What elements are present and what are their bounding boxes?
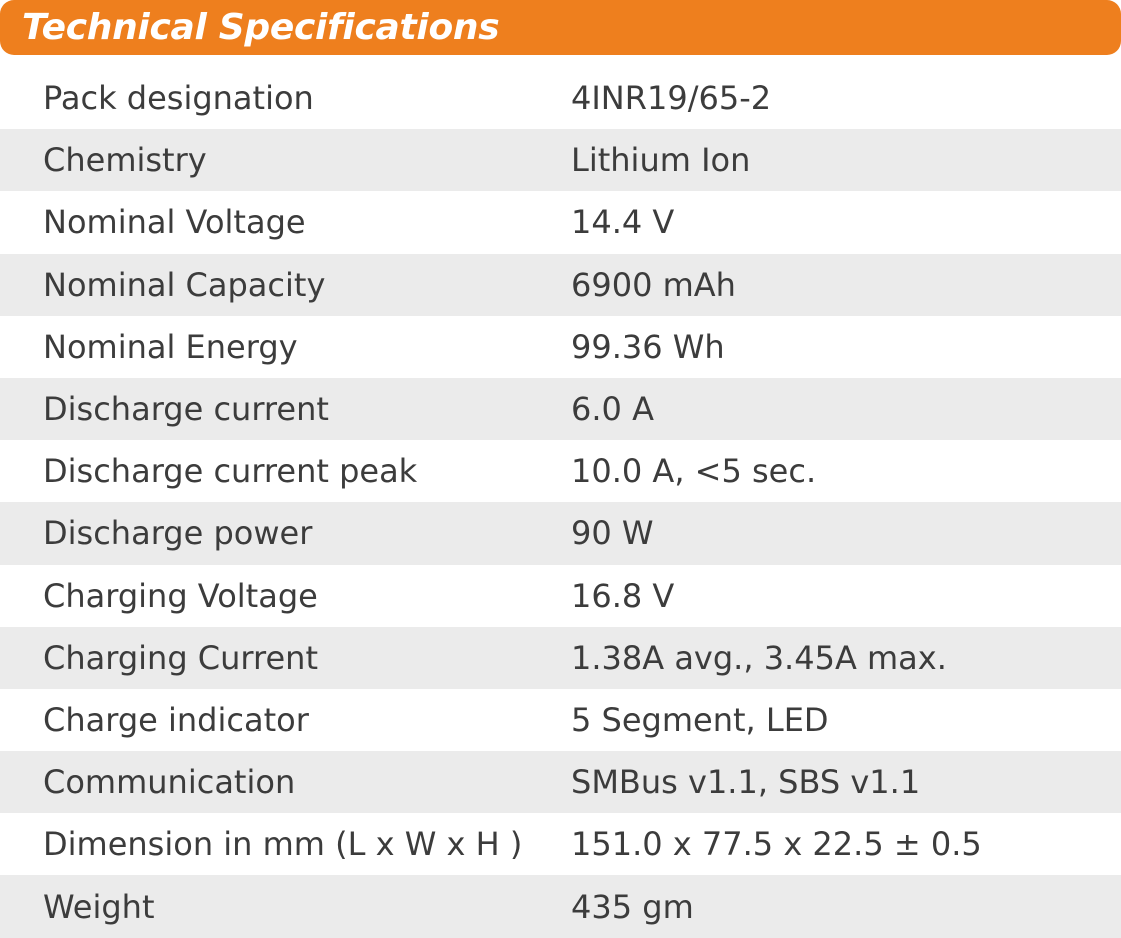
spec-value: 99.36 Wh	[571, 327, 725, 366]
spec-label: Discharge power	[0, 502, 563, 565]
spec-label: Charging Voltage	[43, 576, 318, 615]
spec-label: Nominal Capacity	[0, 253, 563, 316]
table-row: Communication SMBus v1.1, SBS v1.1	[0, 751, 1121, 814]
spec-value: 6.0 A	[563, 377, 1121, 441]
table-row: Discharge power 90 W	[0, 502, 1121, 565]
spec-value: 5 Segment, LED	[571, 700, 829, 739]
spec-value: 90 W	[563, 502, 1121, 565]
spec-label: Nominal Voltage	[43, 203, 306, 242]
table-row: Weight 435 gm	[0, 875, 1121, 938]
table-row: Dimension in mm (L x W x H ) 151.0 x 77.…	[0, 813, 1121, 875]
table-row: Pack designation 4INR19/65-2	[0, 67, 1121, 129]
spec-value: SMBus v1.1, SBS v1.1	[563, 751, 1121, 814]
spec-label: Nominal Energy	[43, 327, 298, 366]
table-row: Nominal Energy 99.36 Wh	[0, 316, 1121, 378]
spec-label: Chemistry	[0, 129, 563, 192]
spec-value: 1.38A avg., 3.45A max.	[563, 626, 1121, 689]
spec-value: 16.8 V	[571, 576, 675, 615]
spec-label: Discharge current	[0, 377, 563, 441]
table-row: Discharge current 6.0 A	[0, 377, 1121, 441]
spec-label: Dimension in mm (L x W x H )	[43, 825, 523, 864]
table-row: Charge indicator 5 Segment, LED	[0, 689, 1121, 751]
spec-value: 4INR19/65-2	[571, 79, 772, 118]
table-row: Nominal Capacity 6900 mAh	[0, 253, 1121, 316]
spec-header-title: Technical Specifications	[22, 7, 500, 48]
table-row: Nominal Voltage 14.4 V	[0, 191, 1121, 253]
spec-label: Charge indicator	[43, 700, 309, 739]
spec-value: 6900 mAh	[563, 253, 1121, 316]
spec-label: Pack designation	[43, 79, 314, 118]
spec-value: 435 gm	[563, 875, 1121, 938]
table-row: Charging Current 1.38A avg., 3.45A max.	[0, 626, 1121, 689]
table-row: Charging Voltage 16.8 V	[0, 565, 1121, 627]
spec-value: 10.0 A, <5 sec.	[571, 452, 817, 491]
spec-label: Discharge current peak	[43, 452, 418, 491]
spec-label: Communication	[0, 751, 563, 814]
spec-label: Charging Current	[0, 626, 563, 689]
table-row: Chemistry Lithium Ion	[0, 129, 1121, 192]
table-row: Discharge current peak 10.0 A, <5 sec.	[0, 440, 1121, 502]
spec-value: Lithium Ion	[563, 129, 1121, 192]
spec-value: 14.4 V	[571, 203, 675, 242]
spec-label: Weight	[0, 875, 563, 938]
spec-header-bar: Technical Specifications	[0, 0, 1121, 55]
spec-value: 151.0 x 77.5 x 22.5 ± 0.5	[571, 825, 982, 864]
spec-table: Pack designation 4INR19/65-2 Chemistry L…	[0, 67, 1121, 938]
